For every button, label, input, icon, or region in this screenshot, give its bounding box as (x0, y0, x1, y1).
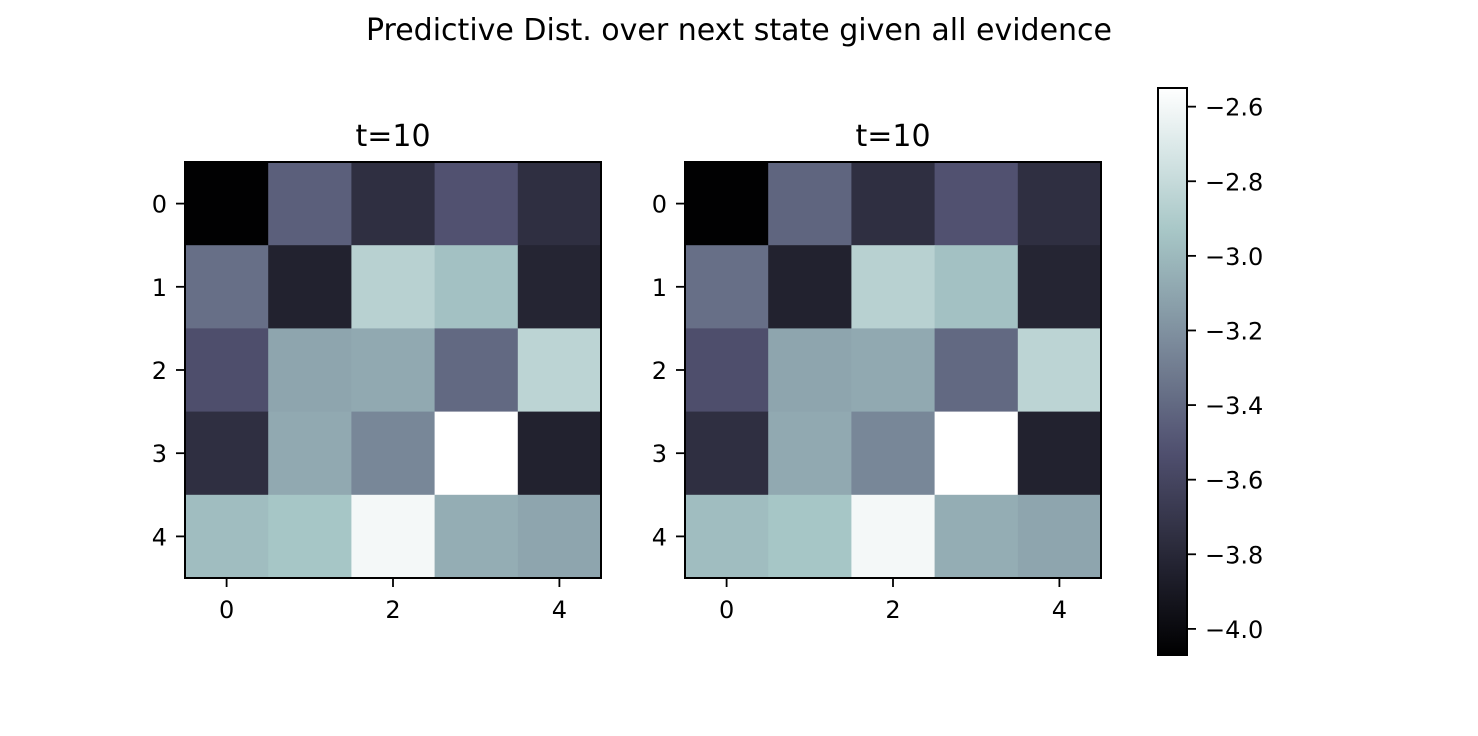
panel-title: t=10 (855, 119, 930, 154)
colorbar: −2.6 −2.8 −3.0 −3.2 −3.4 −3.6 −3.8 −4.0 (1157, 87, 1263, 656)
heatmap-cell (1017, 328, 1102, 413)
y-tick-label: 4 (652, 523, 667, 551)
colorbar-tick-label: −3.2 (1205, 317, 1263, 345)
heatmap-cell (351, 494, 436, 579)
heatmap-cell (517, 162, 602, 246)
heatmap-cell (517, 411, 602, 496)
heatmap-cell (185, 245, 269, 329)
heatmap-cell (768, 245, 852, 329)
heatmap-cell (434, 245, 519, 329)
heatmap-cell (768, 494, 852, 579)
heatmap-cell (268, 328, 352, 413)
heatmap-cell (851, 494, 936, 579)
heatmap-cell (351, 245, 436, 329)
heatmap-cell (517, 245, 602, 329)
heatmap-cell (268, 162, 352, 246)
heatmap-cell (685, 411, 769, 496)
heatmap-cell (434, 494, 519, 579)
heatmap-cell (185, 328, 269, 413)
heatmap-cell (1017, 245, 1102, 329)
colorbar-tick-label: −2.6 (1205, 94, 1263, 122)
heatmap-cell (268, 494, 352, 579)
heatmap-cell (685, 162, 769, 246)
heatmap-cell (768, 411, 852, 496)
heatmap-cell (851, 328, 936, 413)
heatmap-panel-2: t=10 0 2 4 0 1 2 3 4 (652, 119, 1102, 624)
x-tick-label: 0 (719, 596, 734, 624)
heatmap-cell (685, 494, 769, 579)
heatmap-cell (268, 245, 352, 329)
colorbar-tick-label: −2.8 (1205, 168, 1263, 196)
heatmap-cell (934, 328, 1019, 413)
heatmap-cell (934, 245, 1019, 329)
x-tick-label: 0 (219, 596, 234, 624)
heatmap-cell (351, 411, 436, 496)
colorbar-tick-label: −3.4 (1205, 392, 1263, 420)
y-tick-label: 1 (652, 274, 667, 302)
heatmap-cell (934, 411, 1019, 496)
heatmap-cell (185, 411, 269, 496)
x-tick-label: 4 (1052, 596, 1067, 624)
heatmap-cell (851, 245, 936, 329)
heatmap-cell (268, 411, 352, 496)
y-tick-label: 0 (652, 191, 667, 219)
heatmap-cell (685, 328, 769, 413)
x-tick-label: 4 (552, 596, 567, 624)
heatmap-cell (434, 328, 519, 413)
y-tick-label: 2 (152, 357, 167, 385)
heatmap-cell (351, 162, 436, 246)
colorbar-tick-label: −4.0 (1205, 616, 1263, 644)
y-tick-label: 2 (652, 357, 667, 385)
heatmap-cell (434, 411, 519, 496)
x-tick-label: 2 (885, 596, 900, 624)
colorbar-tick-label: −3.0 (1205, 243, 1263, 271)
heatmap-cell (934, 494, 1019, 579)
heatmap-cell (517, 494, 602, 579)
colorbar-gradient (1158, 88, 1187, 655)
heatmap-panels: t=10 0 2 4 0 1 2 3 4 t=10 0 2 4 0 1 2 3 4 (152, 119, 1102, 624)
heatmap-cell (851, 411, 936, 496)
heatmap-cell (934, 162, 1019, 246)
heatmap-cell (851, 162, 936, 246)
heatmap-cell (1017, 411, 1102, 496)
y-tick-label: 3 (652, 440, 667, 468)
heatmap-cell (1017, 494, 1102, 579)
heatmap-cell (768, 328, 852, 413)
y-tick-label: 0 (152, 191, 167, 219)
colorbar-frame (1157, 87, 1188, 656)
colorbar-tick-label: −3.8 (1205, 541, 1263, 569)
heatmap-cell (685, 245, 769, 329)
heatmap-cell (185, 494, 269, 579)
panel-title: t=10 (355, 119, 430, 154)
heatmap-panel-1: t=10 0 2 4 0 1 2 3 4 (152, 119, 602, 624)
x-tick-label: 2 (385, 596, 400, 624)
heatmap-cell (517, 328, 602, 413)
y-tick-label: 3 (152, 440, 167, 468)
figure-title: Predictive Dist. over next state given a… (366, 13, 1112, 48)
colorbar-tick-label: −3.6 (1205, 467, 1263, 495)
heatmap-cell (1017, 162, 1102, 246)
y-tick-label: 1 (152, 274, 167, 302)
y-tick-label: 4 (152, 523, 167, 551)
heatmap-cell (768, 162, 852, 246)
heatmap-cell (434, 162, 519, 246)
heatmap-cell (185, 162, 269, 246)
heatmap-cell (351, 328, 436, 413)
